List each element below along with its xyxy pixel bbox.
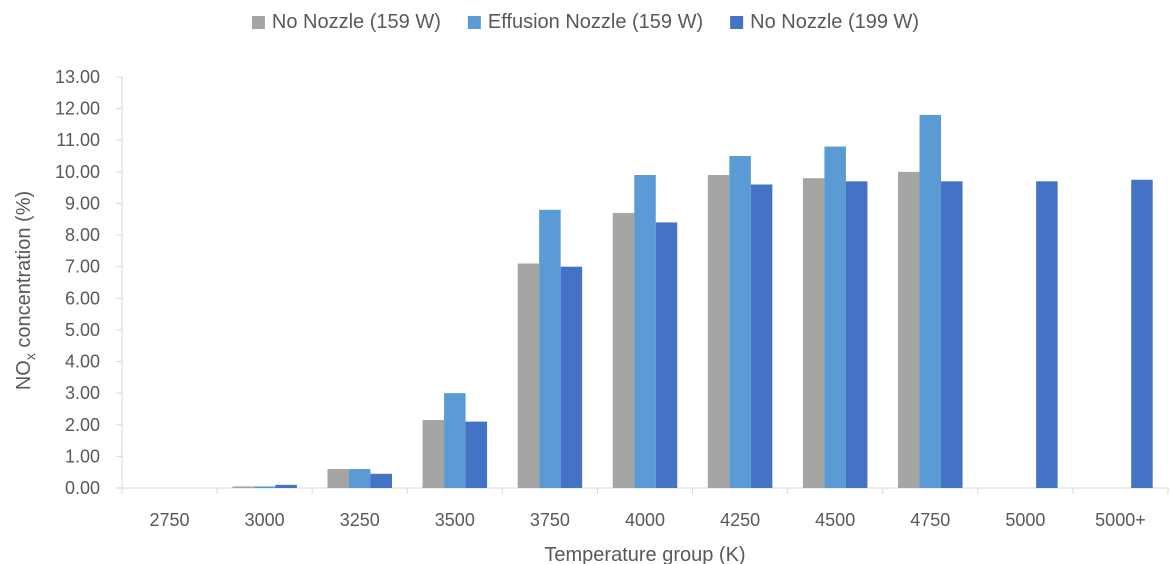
- y-tick-label: 0.00: [65, 478, 100, 498]
- y-tick-label: 5.00: [65, 320, 100, 340]
- bar-0-4: [517, 263, 540, 488]
- bar-2-4: [560, 266, 583, 488]
- y-tick-label: 3.00: [65, 383, 100, 403]
- x-tick-label: 2750: [150, 510, 190, 530]
- bar-1-4: [539, 209, 561, 489]
- y-axis-title: NOx concentration (%): [13, 191, 38, 390]
- bar-0-6: [707, 175, 730, 488]
- y-tick-label: 10.00: [55, 162, 100, 182]
- legend-label: No Nozzle (199 W): [750, 11, 919, 33]
- bar-0-5: [612, 212, 635, 488]
- bar-1-5: [634, 175, 656, 488]
- y-tick-label: 4.00: [65, 352, 100, 372]
- x-tick-label: 3750: [530, 510, 570, 530]
- legend-swatch: [467, 16, 481, 29]
- bar-0-2: [327, 469, 349, 488]
- bar-1-1: [253, 486, 276, 488]
- bar-1-3: [444, 393, 466, 488]
- bar-2-9: [1036, 181, 1058, 489]
- bar-2-2: [370, 473, 392, 488]
- legend-swatch: [251, 16, 265, 29]
- x-tick-label: 3500: [435, 510, 475, 530]
- y-tick-label: 1.00: [65, 446, 100, 466]
- y-axis-title-main: NO: [13, 360, 35, 390]
- bar-2-6: [750, 184, 773, 488]
- bar-2-10: [1131, 179, 1153, 488]
- bar-0-7: [802, 178, 825, 488]
- legend-label: Effusion Nozzle (159 W): [488, 11, 703, 33]
- x-tick-label: 4000: [625, 510, 665, 530]
- x-tick-label: 5000+: [1095, 510, 1146, 530]
- bar-2-5: [655, 222, 678, 488]
- y-axis-title-rest: concentration (%): [13, 191, 35, 353]
- y-tick-label: 2.00: [65, 415, 100, 435]
- y-axis: 0.00 1.00 2.00 3.00 4.00 5.00 6.00 7.00 8.00 9.00…: [55, 67, 123, 498]
- legend-swatch: [730, 16, 744, 29]
- bars: [232, 114, 1153, 489]
- y-tick-label: 12.00: [55, 99, 100, 119]
- y-tick-label: 7.00: [65, 257, 100, 277]
- x-tick-label: 5000: [1005, 510, 1045, 530]
- bar-0-1: [232, 486, 254, 488]
- bar-0-8: [898, 171, 920, 488]
- bar-2-8: [941, 181, 963, 489]
- bar-1-2: [348, 469, 371, 488]
- y-tick-label: 9.00: [65, 193, 100, 213]
- bar-1-6: [729, 156, 751, 489]
- x-axis: 2750 3000 3250 3500 3750 4000 4250 4500 4750 5000…: [121, 487, 1169, 530]
- x-axis-title: Temperature group (K): [544, 544, 745, 564]
- bar-0-3: [422, 420, 445, 488]
- y-tick-label: 8.00: [65, 225, 100, 245]
- x-tick-label: 4750: [910, 510, 950, 530]
- x-tick-label: 3000: [245, 510, 285, 530]
- y-tick-label: 11.00: [56, 130, 100, 150]
- x-tick-label: 4250: [720, 510, 760, 530]
- y-axis-title-sub: x: [22, 353, 38, 360]
- bar-1-7: [824, 146, 846, 489]
- legend-item-1: Effusion Nozzle (159 W): [467, 11, 703, 33]
- legend: No Nozzle (159 W) Effusion Nozzle (159 W)…: [251, 11, 919, 33]
- x-tick-label: 3250: [340, 510, 380, 530]
- bar-2-3: [465, 421, 488, 488]
- bar-1-8: [919, 114, 942, 488]
- y-tick-label: 13.00: [55, 67, 100, 87]
- legend-label: No Nozzle (159 W): [272, 11, 441, 33]
- legend-item-0: No Nozzle (159 W): [251, 11, 441, 33]
- bar-2-7: [845, 181, 868, 489]
- bar-2-1: [275, 484, 297, 488]
- legend-item-2: No Nozzle (199 W): [730, 11, 919, 33]
- x-tick-label: 4500: [815, 510, 855, 530]
- y-tick-label: 6.00: [65, 288, 100, 308]
